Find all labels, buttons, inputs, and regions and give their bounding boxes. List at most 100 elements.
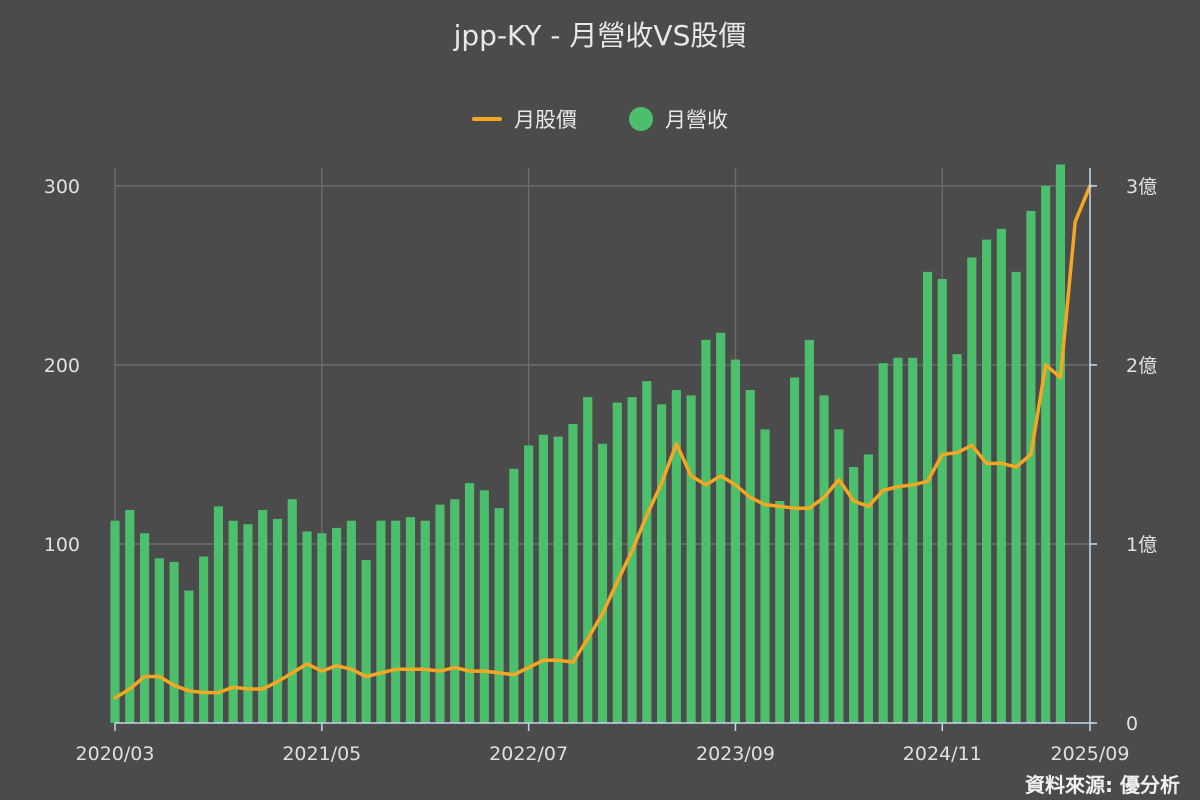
revenue-bar[interactable] — [996, 228, 1006, 723]
revenue-bar[interactable] — [834, 429, 844, 723]
revenue-bar[interactable] — [568, 424, 578, 723]
revenue-bar[interactable] — [819, 395, 829, 723]
revenue-bar[interactable] — [199, 556, 209, 724]
revenue-bar[interactable] — [982, 239, 992, 723]
revenue-bar[interactable] — [169, 561, 179, 723]
revenue-bar[interactable] — [1011, 271, 1021, 723]
revenue-bar[interactable] — [745, 390, 755, 723]
y-left-tick: 300 — [44, 176, 80, 198]
x-tick-label: 2020/03 — [76, 743, 155, 765]
revenue-bar[interactable] — [450, 499, 460, 723]
revenue-bar[interactable] — [597, 443, 608, 723]
y-right-tick-label: 0 — [1126, 713, 1138, 735]
revenue-bar[interactable] — [730, 359, 741, 723]
revenue-bar[interactable] — [671, 390, 681, 723]
revenue-bar[interactable] — [464, 483, 475, 723]
revenue-bar[interactable] — [243, 524, 253, 723]
x-tick: 2022/07 — [489, 743, 568, 765]
revenue-bar[interactable] — [775, 501, 785, 723]
x-tick-label: 2021/05 — [282, 743, 361, 765]
revenue-bar[interactable] — [405, 517, 416, 723]
y-right-tick: 1億 — [1126, 534, 1157, 556]
revenue-bar[interactable] — [125, 509, 135, 723]
x-tick: 2023/09 — [696, 743, 775, 765]
revenue-bar[interactable] — [287, 499, 297, 723]
revenue-bar[interactable] — [686, 395, 696, 723]
revenue-bar[interactable] — [789, 377, 800, 723]
revenue-bar[interactable] — [154, 558, 164, 723]
legend-item-revenue[interactable]: 月營收 — [629, 104, 728, 134]
y-right-tick-label: 3億 — [1126, 176, 1157, 198]
x-tick: 2024/11 — [903, 743, 982, 765]
revenue-bar[interactable] — [317, 533, 327, 723]
line-layer — [113, 184, 1092, 700]
revenue-bar[interactable] — [583, 397, 593, 723]
x-tick-label: 2025/09 — [1051, 743, 1130, 765]
revenue-bar[interactable] — [361, 560, 371, 723]
revenue-bar[interactable] — [524, 445, 534, 724]
revenue-bar[interactable] — [376, 520, 386, 723]
x-tick-label: 2023/09 — [696, 743, 775, 765]
x-tick: 2021/05 — [282, 743, 361, 765]
revenue-bar[interactable] — [701, 339, 711, 723]
revenue-bar[interactable] — [804, 339, 814, 723]
revenue-bar[interactable] — [391, 520, 401, 723]
y-right-tick: 0 — [1126, 713, 1138, 735]
revenue-bar[interactable] — [863, 454, 873, 723]
revenue-bar[interactable] — [627, 397, 637, 723]
revenue-bar[interactable] — [332, 527, 342, 723]
revenue-bar[interactable] — [272, 518, 283, 723]
revenue-bar[interactable] — [213, 506, 223, 723]
revenue-bar[interactable] — [612, 402, 622, 723]
axis-layer: 100 200 300 0 1億 2億 3億 2020/03 2021/05 2022/07 202… — [44, 168, 1157, 765]
revenue-bar[interactable] — [139, 533, 150, 723]
revenue-bar[interactable] — [346, 520, 356, 723]
revenue-bar[interactable] — [553, 436, 563, 723]
revenue-bar[interactable] — [922, 271, 933, 723]
y-right-tick: 2億 — [1126, 355, 1157, 377]
source-note: 資料來源: 優分析 — [1025, 773, 1180, 797]
circle-icon — [629, 107, 653, 131]
revenue-bar[interactable] — [110, 520, 120, 723]
chart-title: jpp-KY - 月營收VS股價 — [453, 19, 747, 52]
revenue-bar[interactable] — [420, 520, 430, 723]
y-left-tick: 100 — [44, 534, 80, 556]
revenue-bar[interactable] — [1041, 185, 1051, 724]
legend-item-price[interactable]: 月股價 — [472, 104, 577, 134]
revenue-bar[interactable] — [878, 363, 888, 723]
revenue-bar[interactable] — [184, 590, 194, 723]
revenue-bar[interactable] — [258, 509, 268, 723]
y-left-tick-label: 100 — [44, 534, 80, 556]
legend-label-price: 月股價 — [514, 108, 577, 132]
revenue-bar[interactable] — [893, 357, 903, 723]
y-left-tick: 200 — [44, 355, 80, 377]
y-left-tick-label: 200 — [44, 355, 80, 377]
revenue-bar[interactable] — [538, 434, 548, 723]
revenue-bar[interactable] — [849, 466, 859, 723]
price-line[interactable] — [113, 184, 1092, 700]
revenue-bar[interactable] — [716, 332, 726, 723]
revenue-bar[interactable] — [642, 381, 652, 723]
revenue-bar[interactable] — [435, 504, 445, 723]
revenue-bar[interactable] — [760, 429, 770, 723]
revenue-bar[interactable] — [302, 531, 312, 723]
x-tick: 2025/09 — [1051, 743, 1130, 765]
legend: 月股價 月營收 — [0, 104, 1200, 134]
revenue-bar[interactable] — [1026, 210, 1036, 723]
revenue-bar[interactable] — [479, 490, 489, 723]
revenue-bar[interactable] — [967, 257, 977, 723]
y-left-tick-label: 300 — [44, 176, 80, 198]
revenue-bar[interactable] — [657, 404, 667, 723]
revenue-bar[interactable] — [908, 357, 918, 723]
y-right-tick-label: 2億 — [1126, 355, 1157, 377]
revenue-bar[interactable] — [1055, 164, 1066, 723]
revenue-bar[interactable] — [509, 468, 519, 723]
revenue-bar[interactable] — [228, 520, 238, 723]
x-tick: 2020/03 — [76, 743, 155, 765]
revenue-bar[interactable] — [937, 279, 947, 723]
revenue-bar[interactable] — [494, 508, 504, 723]
revenue-bar[interactable] — [952, 354, 962, 723]
y-right-tick-label: 1億 — [1126, 534, 1157, 556]
